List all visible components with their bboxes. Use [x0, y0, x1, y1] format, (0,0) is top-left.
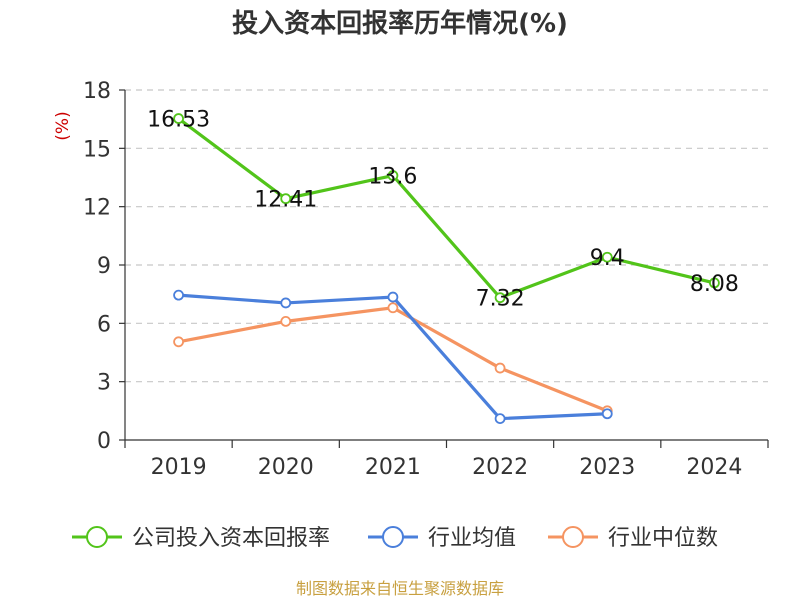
- y-axis-unit: (%): [53, 111, 73, 140]
- x-tick-label: 2023: [579, 455, 635, 480]
- y-tick-label: 18: [83, 79, 111, 104]
- x-tick-label: 2021: [365, 455, 421, 480]
- legend-marker: [562, 526, 584, 548]
- data-label: 8.08: [690, 272, 739, 297]
- data-point[interactable]: [280, 297, 292, 309]
- legend[interactable]: 公司投入资本回报率 行业均值 行业中位数: [72, 526, 718, 551]
- chart-title: 投入资本回报率历年情况(%): [232, 8, 568, 39]
- data-label: 13.6: [368, 165, 417, 190]
- data-point[interactable]: [280, 193, 292, 205]
- legend-label: 公司投入资本回报率: [132, 526, 330, 551]
- x-tick-label: 2019: [151, 455, 207, 480]
- legend-item[interactable]: 行业中位数: [548, 526, 718, 551]
- data-point[interactable]: [494, 413, 506, 425]
- y-tick-label: 6: [97, 312, 111, 337]
- data-point[interactable]: [494, 292, 506, 304]
- legend-label: 行业中位数: [608, 526, 718, 551]
- data-point[interactable]: [601, 251, 613, 263]
- data-point[interactable]: [387, 302, 399, 314]
- series-line: [178, 293, 608, 421]
- data-label: 7.32: [476, 287, 525, 312]
- legend-label: 行业均值: [428, 526, 516, 551]
- data-label: 9.4: [590, 246, 625, 271]
- data-point[interactable]: [387, 291, 399, 303]
- data-label: 16.53: [147, 108, 210, 133]
- legend-marker: [86, 526, 108, 548]
- x-tick-label: 2022: [472, 455, 528, 480]
- legend-item[interactable]: 行业均值: [368, 526, 516, 551]
- data-point[interactable]: [387, 170, 399, 181]
- data-point[interactable]: [494, 362, 506, 374]
- source-note: 制图数据来自恒生聚源数据库: [296, 579, 504, 598]
- series-line: [177, 117, 715, 300]
- y-tick-label: 9: [97, 254, 111, 279]
- data-labels: 16.53 12.41 13.6 7.32 9.4 8.08: [147, 108, 739, 312]
- y-tick-label: 12: [83, 196, 111, 221]
- grid-lines: [125, 89, 768, 383]
- data-point[interactable]: [173, 289, 184, 301]
- data-point[interactable]: [173, 113, 184, 124]
- y-tick-label: 0: [97, 429, 111, 454]
- series-layer: [173, 113, 720, 425]
- axes: 0 3 6 9 12 15 18 2019 2020 2021 2022 2023 2024: [83, 79, 769, 480]
- data-point[interactable]: [280, 315, 292, 327]
- data-label: 12.41: [254, 188, 317, 213]
- data-point[interactable]: [173, 336, 184, 348]
- legend-item[interactable]: 公司投入资本回报率: [72, 526, 330, 551]
- data-point[interactable]: [601, 408, 613, 420]
- legend-marker: [382, 526, 404, 548]
- data-point[interactable]: [709, 277, 720, 289]
- y-tick-label: 3: [97, 371, 111, 396]
- x-tick-label: 2020: [258, 455, 314, 480]
- y-tick-label: 15: [83, 137, 111, 162]
- x-tick-label: 2024: [686, 455, 742, 480]
